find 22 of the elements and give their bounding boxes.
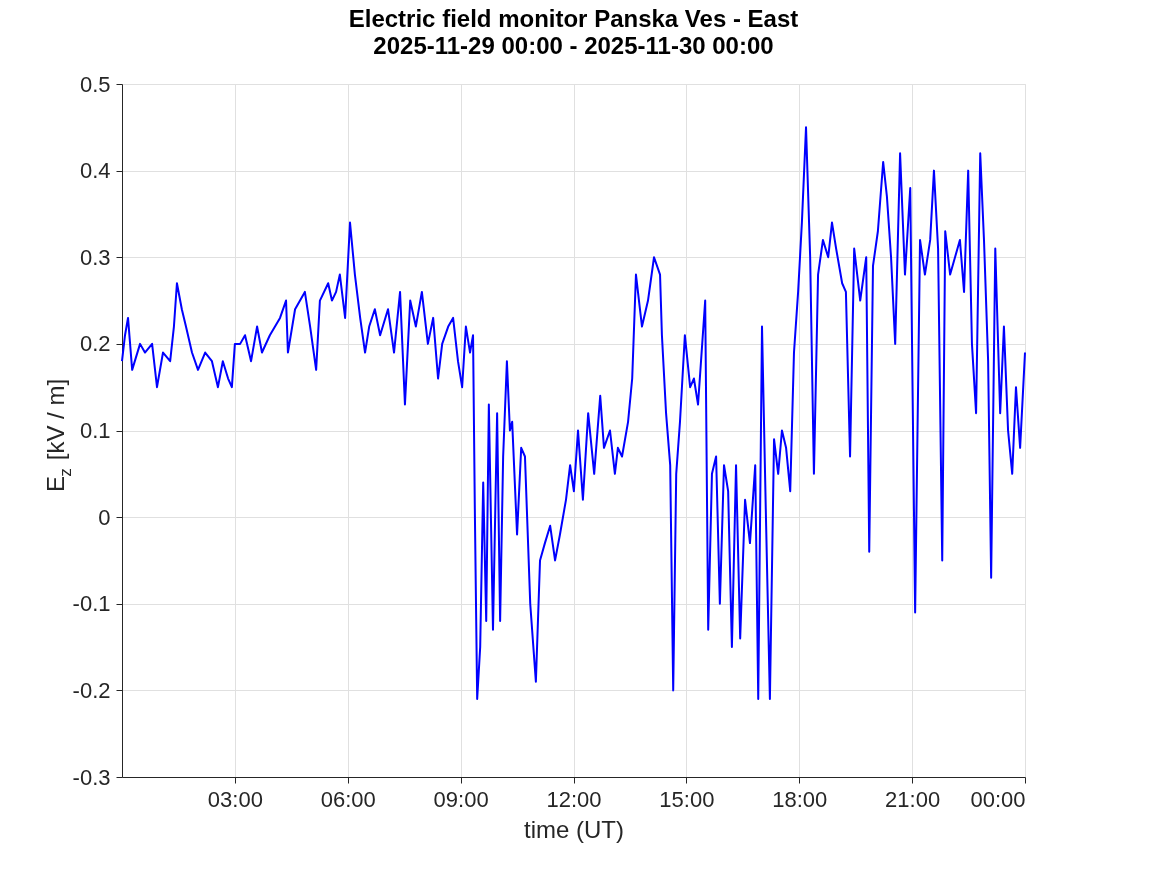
y-tick-label: 0.4 bbox=[79, 158, 111, 184]
x-tick-label: 18:00 bbox=[772, 786, 828, 812]
y-tick-label: 0.5 bbox=[79, 71, 111, 97]
x-tick-label: 21:00 bbox=[885, 786, 941, 812]
x-tick-label: 03:00 bbox=[207, 786, 263, 812]
y-tick-label: 0.1 bbox=[79, 418, 111, 443]
x-tick-label: 00:00 bbox=[970, 786, 1026, 812]
line-series bbox=[121, 126, 1026, 701]
chart-subtitle: 2025-11-29 00:00 - 2025-11-30 00:00 bbox=[373, 32, 774, 59]
chart-title: Electric field monitor Panska Ves - East bbox=[348, 5, 799, 32]
x-tick-label: 06:00 bbox=[320, 786, 376, 812]
x-axis-title: time (UT) bbox=[524, 815, 624, 843]
y-tick-label: 0.3 bbox=[79, 244, 111, 270]
y-tick-label: -0.2 bbox=[72, 677, 111, 703]
y-axis-title: Ez [kV / m] bbox=[42, 378, 75, 492]
y-tick-label: -0.3 bbox=[72, 764, 111, 790]
y-tick-label: -0.1 bbox=[72, 591, 111, 617]
y-tick-label: 0 bbox=[98, 504, 111, 530]
x-tick-label: 15:00 bbox=[659, 786, 715, 812]
x-tick-label: 09:00 bbox=[433, 786, 489, 812]
x-tick-label: 12:00 bbox=[546, 786, 602, 812]
y-tick-label: 0.2 bbox=[79, 331, 111, 357]
